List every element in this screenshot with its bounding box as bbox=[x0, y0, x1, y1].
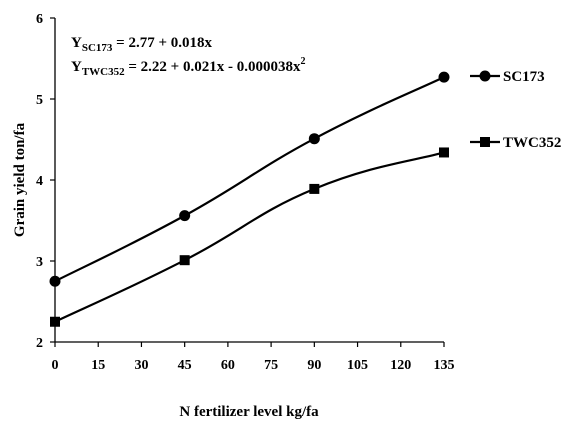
equation-sc173-rhs: = 2.77 + 0.018x bbox=[112, 35, 212, 51]
data-point-sc173-0 bbox=[49, 275, 61, 287]
equation-sc173-subscript: SC173 bbox=[82, 42, 113, 54]
x-axis-title: N fertilizer level kg/fa bbox=[179, 404, 319, 420]
data-point-twc352-90 bbox=[309, 183, 320, 194]
equation-twc352-superscript: 2 bbox=[300, 56, 305, 67]
y-tick-label: 5 bbox=[36, 93, 43, 108]
x-tick-label: 60 bbox=[221, 358, 235, 373]
data-point-sc173-135 bbox=[438, 71, 450, 83]
data-point-twc352-0 bbox=[50, 316, 60, 327]
data-point-twc352-135 bbox=[439, 147, 449, 158]
x-tick-label: 90 bbox=[307, 358, 321, 373]
equation-sc173-y: Y bbox=[71, 35, 82, 51]
legend-item-twc352: TWC352 bbox=[470, 135, 561, 151]
y-tick-label: 4 bbox=[36, 174, 43, 189]
equation-twc352-y: Y bbox=[71, 59, 82, 75]
legend-marker-twc352 bbox=[480, 137, 490, 147]
x-tick-label: 120 bbox=[390, 358, 411, 373]
y-axis-title: Grain yield ton/fa bbox=[12, 122, 28, 237]
x-tick-label: 15 bbox=[91, 358, 105, 373]
legend: SC173 TWC352 bbox=[470, 69, 561, 151]
legend-label-twc352: TWC352 bbox=[503, 135, 561, 151]
equations: YSC173 = 2.77 + 0.018x YTWC352 = 2.22 + … bbox=[71, 35, 305, 78]
x-tick-label: 135 bbox=[434, 358, 455, 373]
x-axis-ticks: 0 15 30 45 60 75 90 105 120 135 bbox=[52, 342, 455, 373]
data-point-sc173-90 bbox=[308, 133, 320, 145]
y-axis-ticks: 2 3 4 5 6 bbox=[36, 12, 55, 351]
x-tick-label: 45 bbox=[178, 358, 192, 373]
x-tick-label: 105 bbox=[347, 358, 368, 373]
series-line-twc352 bbox=[54, 151, 445, 323]
series-line-sc173 bbox=[54, 76, 445, 283]
equation-sc173: YSC173 = 2.77 + 0.018x bbox=[71, 35, 213, 54]
data-point-twc352-45 bbox=[179, 255, 190, 266]
equation-twc352-rhs: = 2.22 + 0.021x - 0.000038x bbox=[125, 59, 301, 75]
y-tick-label: 2 bbox=[36, 336, 43, 351]
legend-item-sc173: SC173 bbox=[470, 69, 545, 85]
series-twc352 bbox=[50, 147, 449, 327]
y-tick-label: 3 bbox=[36, 255, 43, 270]
legend-marker-sc173 bbox=[479, 70, 491, 82]
legend-label-sc173: SC173 bbox=[503, 69, 545, 85]
x-tick-label: 75 bbox=[264, 358, 278, 373]
x-tick-label: 0 bbox=[52, 358, 59, 373]
equation-twc352-subscript: TWC352 bbox=[82, 66, 125, 78]
x-tick-label: 30 bbox=[134, 358, 148, 373]
data-point-sc173-45 bbox=[179, 210, 191, 222]
series-layer bbox=[49, 71, 450, 327]
y-tick-label: 6 bbox=[36, 12, 43, 27]
series-sc173 bbox=[49, 71, 450, 287]
equation-twc352: YTWC352 = 2.22 + 0.021x - 0.000038x2 bbox=[71, 56, 305, 78]
